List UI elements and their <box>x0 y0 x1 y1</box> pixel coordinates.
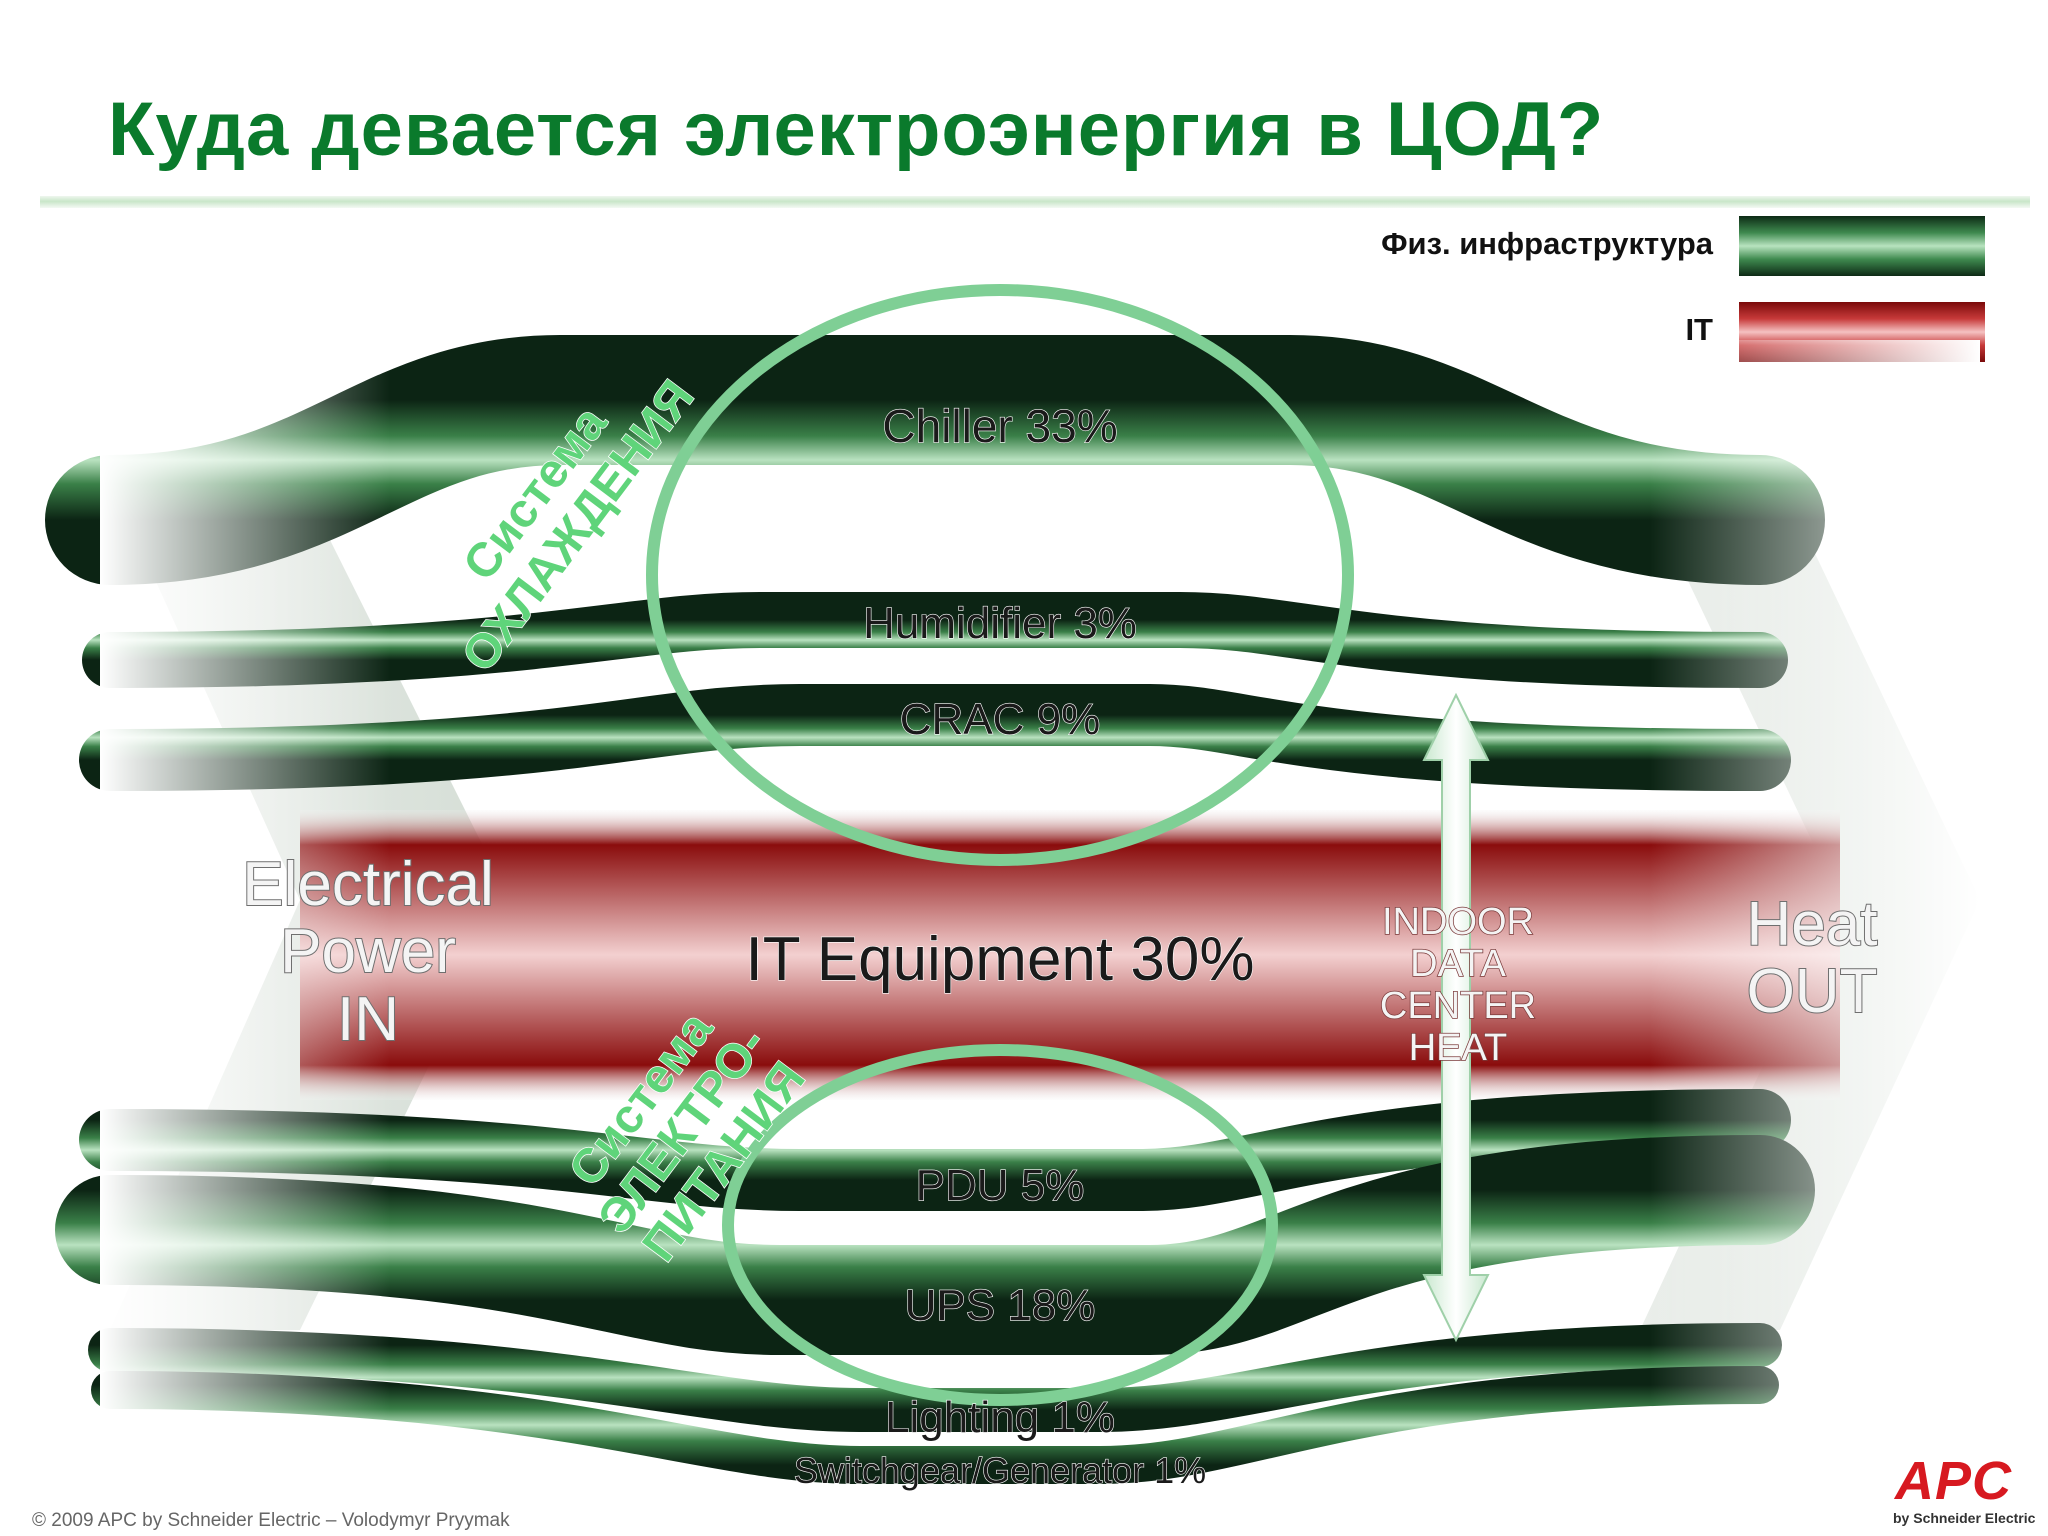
copyright-footer: © 2009 APC by Schneider Electric – Volod… <box>32 1510 510 1531</box>
tube-humidifier <box>82 592 1788 688</box>
flow-label-switchgear: Switchgear/Generator 1% <box>794 1450 1206 1491</box>
legend-swatch-infrastructure <box>1739 216 1985 276</box>
indoor-line-4: HEAT <box>1409 1027 1508 1069</box>
flow-label-humidifier: Humidifier 3% <box>863 599 1137 648</box>
heat-out-line-1: Heat <box>1747 890 1878 959</box>
power-in-line-1: Electrical <box>242 850 494 919</box>
tube-pdu <box>79 1089 1791 1211</box>
slide-title: Куда девается электроэнергия в ЦОД? <box>108 87 1605 172</box>
cooling-group-ellipse <box>646 284 1354 866</box>
left-fade <box>100 340 390 1480</box>
power-group-ellipse <box>722 1044 1278 1406</box>
flow-label-pdu: PDU 5% <box>916 1161 1085 1210</box>
apc-logo: APC <box>1895 1451 2013 1511</box>
power-in-line-2: Power <box>280 917 456 986</box>
tube-lighting <box>88 1323 1782 1432</box>
indoor-heat-arrow <box>1422 692 1490 1343</box>
right-fade <box>1650 340 1980 1480</box>
electrical-power-in: Electrical Power IN <box>241 849 495 1055</box>
indoor-heat-label: INDOOR DATA CENTER HEAT <box>1379 900 1537 1070</box>
indoor-line-3: CENTER <box>1380 985 1536 1027</box>
flow-label-it-equipment: IT Equipment 30% <box>746 925 1255 994</box>
power-in-line-3: IN <box>337 985 399 1054</box>
heat-out: Heat OUT <box>1746 889 1879 1027</box>
flow-label-chiller: Chiller 33% <box>882 400 1117 452</box>
flow-label-ups: UPS 18% <box>905 1281 1096 1330</box>
legend-label-infrastructure: Физ. инфраструктура <box>1381 226 1713 261</box>
indoor-line-2: DATA <box>1410 943 1506 985</box>
title-underline <box>40 196 2030 208</box>
flow-label-lighting: Lighting 1% <box>885 1393 1115 1442</box>
tube-crac <box>79 684 1791 791</box>
tube-switchgear <box>91 1366 1779 1484</box>
apc-logo-sub: by Schneider Electric <box>1893 1510 2036 1526</box>
heat-out-line-2: OUT <box>1747 957 1878 1026</box>
indoor-line-1: INDOOR <box>1382 901 1534 943</box>
flow-label-crac: CRAC 9% <box>900 695 1101 744</box>
